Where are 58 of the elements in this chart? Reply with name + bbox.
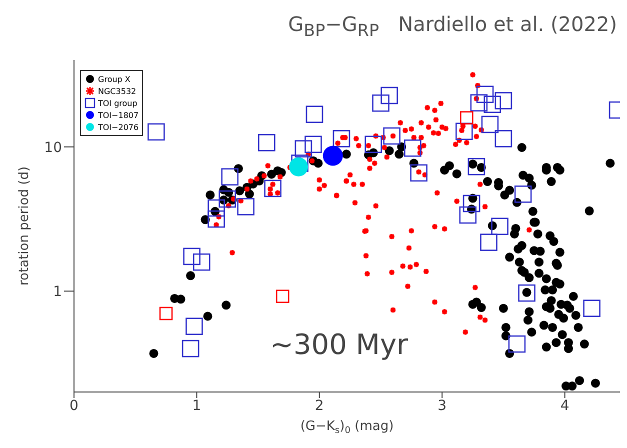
x-tick-label: 0: [70, 398, 78, 414]
point: [491, 218, 508, 236]
point: [304, 136, 322, 154]
point: [294, 140, 312, 158]
point: [192, 253, 210, 271]
point: [460, 111, 474, 124]
point: [494, 92, 512, 110]
point: [372, 94, 390, 112]
point: [514, 186, 532, 203]
point: [306, 106, 324, 124]
point: [476, 86, 494, 104]
point: [456, 122, 473, 140]
point: [583, 300, 600, 317]
point: [484, 96, 502, 114]
y-tick-label: 10: [44, 140, 62, 156]
legend-label: Group X: [98, 74, 130, 84]
legend-label: TOI−2076: [98, 122, 139, 132]
point: [404, 139, 422, 157]
point: [182, 340, 200, 358]
point: [380, 86, 398, 104]
x-axis-title: (G−K$_{s}$)$_{0}$ (mag): [300, 419, 394, 436]
point: [459, 206, 477, 224]
point: [276, 290, 290, 304]
legend-label: NGC3532: [98, 86, 136, 96]
point: [470, 94, 488, 112]
point: [237, 198, 254, 216]
legend-label: TOI−1807: [98, 110, 139, 120]
point: [186, 318, 203, 336]
point: [221, 168, 238, 186]
chart-title: G$_{BP}$−G$_{RP}$ Nardiello et al. (2022): [288, 12, 617, 40]
point: [218, 190, 236, 208]
point: [468, 158, 486, 176]
point: [332, 130, 350, 148]
x-tick-label: 2: [314, 398, 324, 414]
point: [159, 306, 173, 320]
point: [508, 335, 526, 353]
point: [148, 123, 165, 141]
point: [518, 284, 536, 302]
x-tick-label: 4: [560, 398, 570, 414]
point: [208, 210, 225, 228]
point: [258, 134, 276, 152]
legend-label: TOI group: [98, 98, 138, 108]
y-axis-title: rotation period (d): [17, 166, 32, 286]
point: [410, 164, 428, 182]
point: [264, 180, 282, 198]
point: [289, 157, 308, 176]
point: [383, 127, 400, 145]
point: [481, 116, 499, 134]
point: [462, 194, 480, 212]
point: [208, 199, 225, 217]
x-tick-label: 1: [192, 398, 202, 414]
point: [322, 146, 343, 166]
point: [480, 234, 498, 251]
point: [364, 136, 382, 154]
point: [183, 248, 200, 266]
x-tick-label: 3: [438, 398, 447, 414]
point: [494, 130, 512, 148]
annotation: ~300 Myr: [270, 328, 408, 361]
